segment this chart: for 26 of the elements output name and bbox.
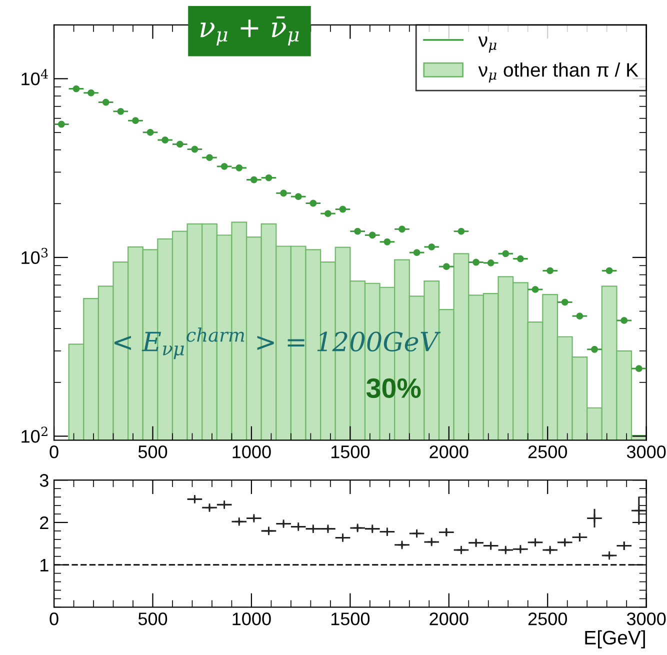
y-tick-label: 2	[40, 516, 48, 530]
legend-label: ν$_{μ}$	[478, 36, 496, 53]
y-tick-label: 10$^{2}$	[22, 426, 48, 443]
y-tick-label: 10$^{4}$	[22, 69, 48, 86]
x-tick-label: 1000	[232, 446, 271, 458]
x-tick-label: 1500	[331, 612, 370, 626]
legend-label: ν$_{μ}$ other than π / K	[478, 62, 638, 82]
x-tick-label: 3000	[626, 612, 666, 626]
x-axis-title: E[GeV]	[585, 630, 645, 648]
x-tick-label: 2500	[528, 446, 567, 458]
x-tick-label: 500	[138, 446, 168, 458]
annotation: < E$_{νμ}$$^{charm}$ > = 1200GeV	[114, 328, 441, 360]
x-tick-label: 0	[50, 446, 58, 458]
y-tick-label: 3	[40, 474, 48, 487]
x-tick-label: 1500	[331, 446, 370, 458]
x-tick-label: 2500	[528, 612, 567, 626]
x-tick-label: 0	[50, 612, 58, 626]
chart-title: ν$_{μ}$ + ν̄$_{μ}$	[200, 16, 299, 46]
x-tick-label: 2000	[430, 612, 468, 626]
y-tick-label: 1	[40, 558, 48, 572]
x-tick-label: 2000	[430, 446, 468, 458]
y-tick-label: 10$^{3}$	[22, 248, 48, 264]
x-tick-label: 1000	[232, 612, 271, 626]
annotation: 30%	[366, 378, 421, 398]
x-tick-label: 500	[138, 612, 168, 626]
x-tick-label: 3000	[626, 446, 666, 458]
